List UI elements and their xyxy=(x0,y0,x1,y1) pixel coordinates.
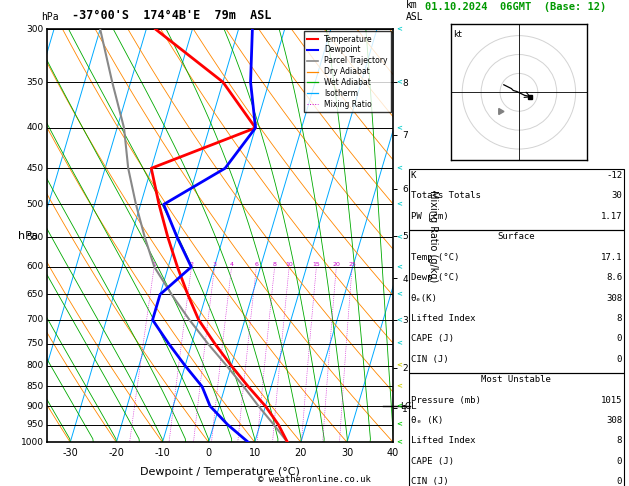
Text: 0: 0 xyxy=(616,457,622,466)
Text: 0: 0 xyxy=(616,355,622,364)
Text: 1000: 1000 xyxy=(21,438,44,447)
Text: CAPE (J): CAPE (J) xyxy=(411,457,454,466)
Text: <: < xyxy=(396,341,402,347)
Text: 3: 3 xyxy=(213,262,216,267)
Text: 800: 800 xyxy=(26,361,44,370)
Text: Pressure (mb): Pressure (mb) xyxy=(411,396,481,405)
Text: θₑ (K): θₑ (K) xyxy=(411,416,443,425)
Text: 0: 0 xyxy=(616,477,622,486)
Text: © weatheronline.co.uk: © weatheronline.co.uk xyxy=(258,475,371,484)
Text: Temp (°C): Temp (°C) xyxy=(411,253,459,262)
Text: <: < xyxy=(396,201,402,208)
Text: 30: 30 xyxy=(341,448,353,458)
Text: 1015: 1015 xyxy=(601,396,622,405)
Text: θₑ(K): θₑ(K) xyxy=(411,294,438,303)
Text: <: < xyxy=(396,264,402,270)
Text: <: < xyxy=(396,26,402,32)
Text: hPa: hPa xyxy=(41,12,58,22)
Text: Totals Totals: Totals Totals xyxy=(411,191,481,201)
Text: CAPE (J): CAPE (J) xyxy=(411,334,454,344)
Text: 8: 8 xyxy=(616,436,622,446)
Text: <: < xyxy=(396,422,402,428)
Text: 10: 10 xyxy=(248,448,261,458)
Text: <: < xyxy=(396,363,402,369)
Text: Lifted Index: Lifted Index xyxy=(411,436,476,446)
Text: 1: 1 xyxy=(152,262,156,267)
Text: <: < xyxy=(396,292,402,297)
Text: 20: 20 xyxy=(332,262,340,267)
Text: 10: 10 xyxy=(286,262,293,267)
Text: Lifted Index: Lifted Index xyxy=(411,314,476,323)
Text: 25: 25 xyxy=(348,262,356,267)
Text: km
ASL: km ASL xyxy=(406,0,423,22)
Text: 8: 8 xyxy=(616,314,622,323)
Text: 308: 308 xyxy=(606,416,622,425)
Text: 30: 30 xyxy=(611,191,622,201)
Text: 550: 550 xyxy=(26,233,44,242)
Text: 650: 650 xyxy=(26,290,44,299)
Text: 40: 40 xyxy=(387,448,399,458)
Text: 2: 2 xyxy=(189,262,194,267)
Text: -30: -30 xyxy=(62,448,78,458)
Text: 700: 700 xyxy=(26,315,44,324)
Text: Most Unstable: Most Unstable xyxy=(481,375,552,384)
Text: 15: 15 xyxy=(313,262,320,267)
Text: 8.6: 8.6 xyxy=(606,273,622,282)
Text: Dewpoint / Temperature (°C): Dewpoint / Temperature (°C) xyxy=(140,467,300,477)
Text: Surface: Surface xyxy=(498,232,535,242)
Text: 950: 950 xyxy=(26,420,44,429)
Text: -12: -12 xyxy=(606,171,622,180)
Text: 750: 750 xyxy=(26,339,44,348)
Legend: Temperature, Dewpoint, Parcel Trajectory, Dry Adiabat, Wet Adiabat, Isotherm, Mi: Temperature, Dewpoint, Parcel Trajectory… xyxy=(304,32,391,112)
Text: 450: 450 xyxy=(26,164,44,173)
Text: 8: 8 xyxy=(273,262,277,267)
Text: 0: 0 xyxy=(206,448,212,458)
Text: 1.17: 1.17 xyxy=(601,212,622,221)
Text: 20: 20 xyxy=(294,448,307,458)
Text: <: < xyxy=(396,383,402,389)
Text: 0: 0 xyxy=(616,334,622,344)
Text: LCL: LCL xyxy=(400,401,416,411)
Text: PW (cm): PW (cm) xyxy=(411,212,448,221)
Text: 4: 4 xyxy=(230,262,233,267)
Y-axis label: Mixing Ratio (g/kg): Mixing Ratio (g/kg) xyxy=(428,190,438,282)
Text: 400: 400 xyxy=(26,123,44,132)
Text: Dewp (°C): Dewp (°C) xyxy=(411,273,459,282)
Text: -20: -20 xyxy=(108,448,125,458)
Text: hPa: hPa xyxy=(18,231,38,241)
Text: 500: 500 xyxy=(26,200,44,209)
Text: 850: 850 xyxy=(26,382,44,391)
Text: CIN (J): CIN (J) xyxy=(411,355,448,364)
Text: 300: 300 xyxy=(26,25,44,34)
Text: <: < xyxy=(396,317,402,323)
Text: -37°00'S  174°4B'E  79m  ASL: -37°00'S 174°4B'E 79m ASL xyxy=(72,9,272,22)
Text: 600: 600 xyxy=(26,262,44,272)
Text: 01.10.2024  06GMT  (Base: 12): 01.10.2024 06GMT (Base: 12) xyxy=(425,2,606,12)
Text: <: < xyxy=(396,79,402,85)
Text: <: < xyxy=(396,234,402,240)
Text: 350: 350 xyxy=(26,78,44,87)
Text: <: < xyxy=(396,439,402,445)
Text: <: < xyxy=(396,403,402,409)
Text: -10: -10 xyxy=(155,448,170,458)
Text: 900: 900 xyxy=(26,401,44,411)
Text: 308: 308 xyxy=(606,294,622,303)
Text: kt: kt xyxy=(454,30,462,39)
Text: K: K xyxy=(411,171,416,180)
Text: <: < xyxy=(396,165,402,171)
Text: CIN (J): CIN (J) xyxy=(411,477,448,486)
Text: 17.1: 17.1 xyxy=(601,253,622,262)
Text: 6: 6 xyxy=(255,262,259,267)
Text: <: < xyxy=(396,125,402,131)
